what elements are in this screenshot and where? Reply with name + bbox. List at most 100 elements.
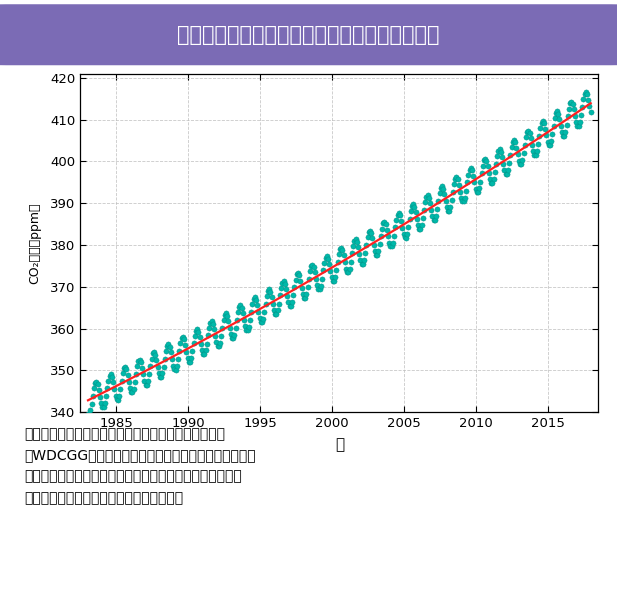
Point [458,197,468,206]
Point [490,167,500,177]
Point [324,259,334,269]
Point [371,250,381,260]
Point [480,154,490,164]
Point [234,302,244,312]
Point [244,322,254,332]
Point [237,303,247,313]
Point [479,155,489,165]
Point [154,369,164,378]
Point [514,156,524,166]
Point [311,274,321,284]
Point [407,201,417,210]
Point [465,165,474,174]
Point [95,392,105,401]
Point [208,319,218,329]
Point [214,342,224,351]
Point [120,362,130,372]
Point [522,127,532,137]
Point [183,353,193,363]
Point [390,223,400,232]
Point [143,376,153,386]
X-axis label: 年: 年 [335,437,344,452]
Point [460,193,470,203]
Point [149,348,159,357]
Point [571,117,581,127]
Point [326,272,336,282]
Point [402,229,412,239]
Point [256,317,266,327]
Point [586,108,595,117]
Point [247,299,257,309]
Point [115,385,125,394]
Point [354,249,364,259]
Point [405,214,415,223]
Point [117,376,126,386]
Point [297,283,307,292]
Point [518,149,528,158]
Point [485,174,495,184]
Point [191,326,201,335]
Point [425,198,435,208]
Point [560,131,569,140]
Point [330,272,340,282]
Point [83,409,93,419]
Point [89,383,99,393]
Point [181,347,191,356]
Point [455,187,465,196]
Point [486,178,496,188]
Point [291,275,300,284]
Point [537,118,547,127]
Point [222,311,232,320]
Point [496,147,506,157]
Point [280,279,290,288]
Point [498,159,508,168]
Point [388,238,398,247]
Point [130,377,139,386]
Point [282,291,292,300]
Point [561,127,571,137]
Point [532,146,542,155]
Point [406,206,416,216]
Point [416,220,426,230]
Point [429,215,439,224]
Point [475,177,485,186]
Point [230,330,239,339]
Point [491,159,501,168]
Point [382,225,392,234]
Point [287,297,297,307]
Point [360,249,370,258]
Point [162,341,172,350]
Point [353,242,363,252]
Point [518,155,528,165]
Point [424,193,434,202]
Y-axis label: CO₂濃度（ppm）: CO₂濃度（ppm） [28,202,41,284]
Point [259,314,268,323]
Point [437,181,447,191]
Point [449,179,459,188]
Point [489,174,499,184]
Point [430,215,440,224]
Point [526,134,536,143]
Point [100,399,110,408]
Point [365,226,375,235]
Point [397,223,407,232]
Point [168,361,178,370]
Point [423,190,433,200]
Point [128,388,138,397]
Point [516,160,526,169]
Point [337,246,347,255]
Point [445,202,455,211]
Point [482,162,492,171]
Point [279,276,289,286]
Point [392,210,402,219]
Point [225,323,234,333]
Point [135,355,144,364]
Point [527,140,537,150]
Point [558,131,568,140]
Point [188,347,197,356]
Point [344,267,354,277]
Point [304,274,313,283]
Point [246,307,256,316]
Point [551,108,561,118]
Point [136,358,146,367]
